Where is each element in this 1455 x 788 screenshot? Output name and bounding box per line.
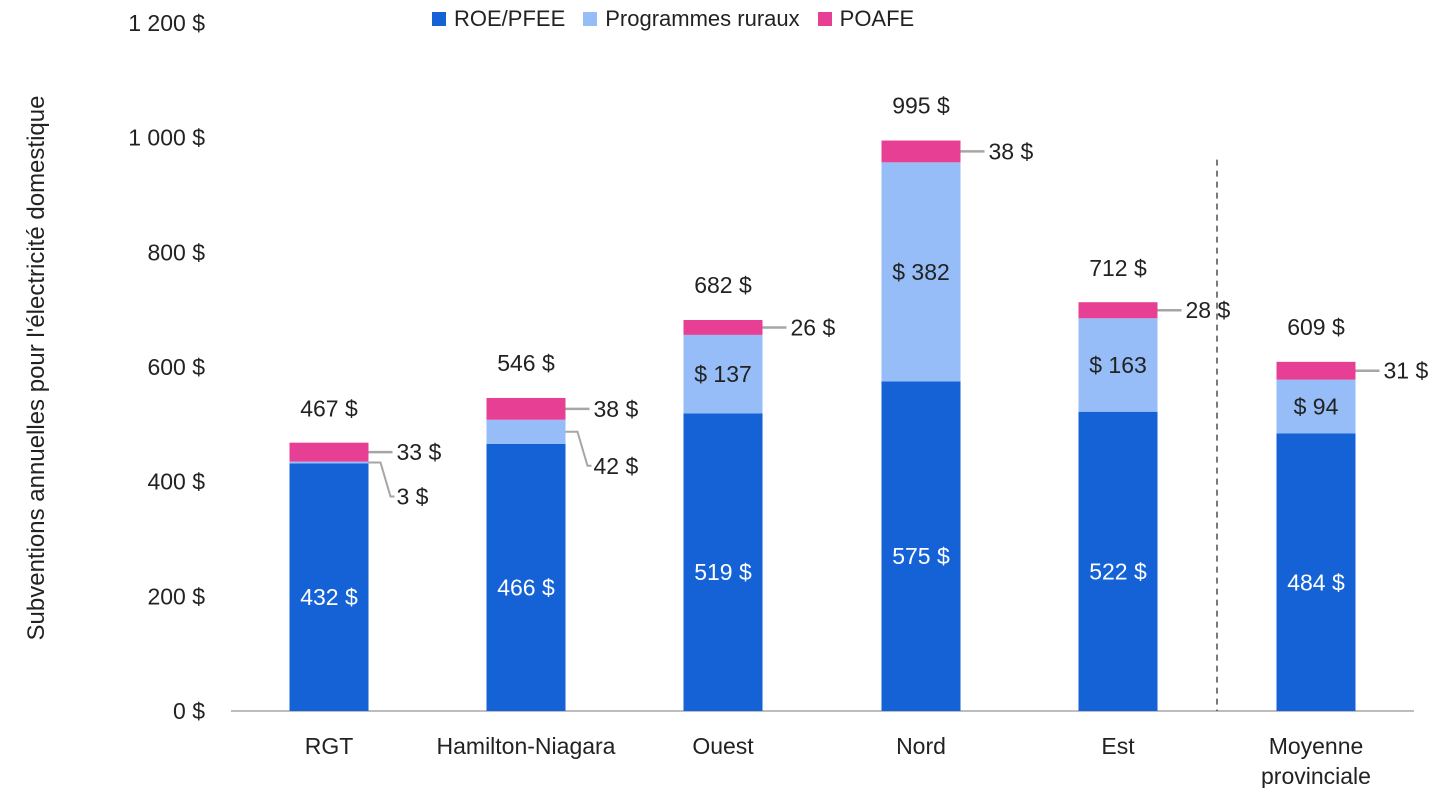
y-tick-label: 200 $ <box>147 583 205 609</box>
bar-value-label-programmes-ruraux: 42 $ <box>594 453 639 479</box>
bar-total-label: 682 $ <box>694 272 752 298</box>
y-tick-label: 1 000 $ <box>128 125 205 151</box>
x-tick-label: Ouest <box>692 733 754 759</box>
legend-swatch-poafe <box>817 12 832 26</box>
bar-value-label-roe-pfee: 484 $ <box>1287 569 1345 595</box>
bar-segment-roe-pfee <box>881 381 961 711</box>
bar-segment-programmes-ruraux <box>683 334 763 414</box>
legend-label-roe-pfee: ROE/PFEE <box>454 6 566 31</box>
y-tick-label: 800 $ <box>147 239 205 265</box>
bar-segment-roe-pfee <box>486 443 566 711</box>
bar-segment-poafe <box>683 319 763 335</box>
bar-segment-poafe <box>881 140 961 163</box>
legend-item-programmes-ruraux: Programmes ruraux <box>583 6 800 32</box>
bar-segment-poafe <box>289 442 369 462</box>
legend-label-programmes-ruraux: Programmes ruraux <box>605 6 800 31</box>
legend-swatch-programmes-ruraux <box>583 12 598 26</box>
bar-value-label-programmes-ruraux: 3 $ <box>397 483 429 509</box>
legend-label-poafe: POAFE <box>839 6 915 31</box>
bar-segment-poafe <box>1276 361 1356 380</box>
bar-segment-programmes-ruraux <box>881 162 961 382</box>
bar-segment-roe-pfee <box>1276 433 1356 711</box>
bar-segment-roe-pfee <box>683 413 763 711</box>
x-tick-label: Hamilton-Niagara <box>437 733 616 759</box>
bar-segment-programmes-ruraux <box>486 419 566 444</box>
bar-value-label-poafe: 38 $ <box>594 396 639 422</box>
bar-value-label-roe-pfee: 519 $ <box>694 559 752 585</box>
bar-value-label-roe-pfee: 466 $ <box>497 574 555 600</box>
bar-value-label-poafe: 33 $ <box>397 439 442 465</box>
bar-segment-programmes-ruraux <box>289 461 369 464</box>
y-tick-label: 1 200 $ <box>128 10 205 36</box>
chart-legend: ROE/PFEE Programmes ruraux POAFE <box>432 6 932 32</box>
bar-total-label: 546 $ <box>497 350 555 376</box>
x-tick-label: Moyenne <box>1269 733 1364 759</box>
bar-segment-roe-pfee <box>1078 411 1158 711</box>
bar-segment-programmes-ruraux <box>1078 318 1158 412</box>
bar-total-label: 609 $ <box>1287 314 1345 340</box>
bar-value-label-programmes-ruraux: $ 137 <box>694 361 752 387</box>
y-tick-label: 400 $ <box>147 469 205 495</box>
bar-value-label-programmes-ruraux: $ 382 <box>892 259 950 285</box>
bar-segment-roe-pfee <box>289 463 369 711</box>
bar-value-label-poafe: 26 $ <box>791 314 836 340</box>
callout-leader-programmes-ruraux <box>565 430 592 467</box>
bar-value-label-roe-pfee: 522 $ <box>1089 558 1147 584</box>
bar-segment-programmes-ruraux <box>1276 379 1356 434</box>
bar-value-label-poafe: 31 $ <box>1384 358 1429 384</box>
bar-value-label-roe-pfee: 575 $ <box>892 543 950 569</box>
x-tick-label: Nord <box>896 733 946 759</box>
bar-total-label: 467 $ <box>300 395 358 421</box>
bar-segment-poafe <box>1078 302 1158 319</box>
legend-item-roe-pfee: ROE/PFEE <box>432 6 565 32</box>
y-tick-label: 0 $ <box>173 698 205 724</box>
bar-value-label-programmes-ruraux: $ 163 <box>1089 352 1147 378</box>
legend-item-poafe: POAFE <box>817 6 915 32</box>
bar-value-label-programmes-ruraux: $ 94 <box>1294 394 1339 420</box>
x-tick-label: Est <box>1101 733 1135 759</box>
x-tick-label: provinciale <box>1261 763 1371 788</box>
bar-value-label-poafe: 28 $ <box>1186 297 1231 323</box>
legend-swatch-roe-pfee <box>432 12 446 26</box>
y-tick-label: 600 $ <box>147 354 205 380</box>
x-tick-label: RGT <box>305 733 354 759</box>
bar-total-label: 995 $ <box>892 93 950 119</box>
bar-value-label-poafe: 38 $ <box>989 138 1034 164</box>
bar-segment-poafe <box>486 397 566 420</box>
bar-value-label-roe-pfee: 432 $ <box>300 584 358 610</box>
callout-leader-programmes-ruraux <box>368 461 395 498</box>
bar-total-label: 712 $ <box>1089 255 1147 281</box>
